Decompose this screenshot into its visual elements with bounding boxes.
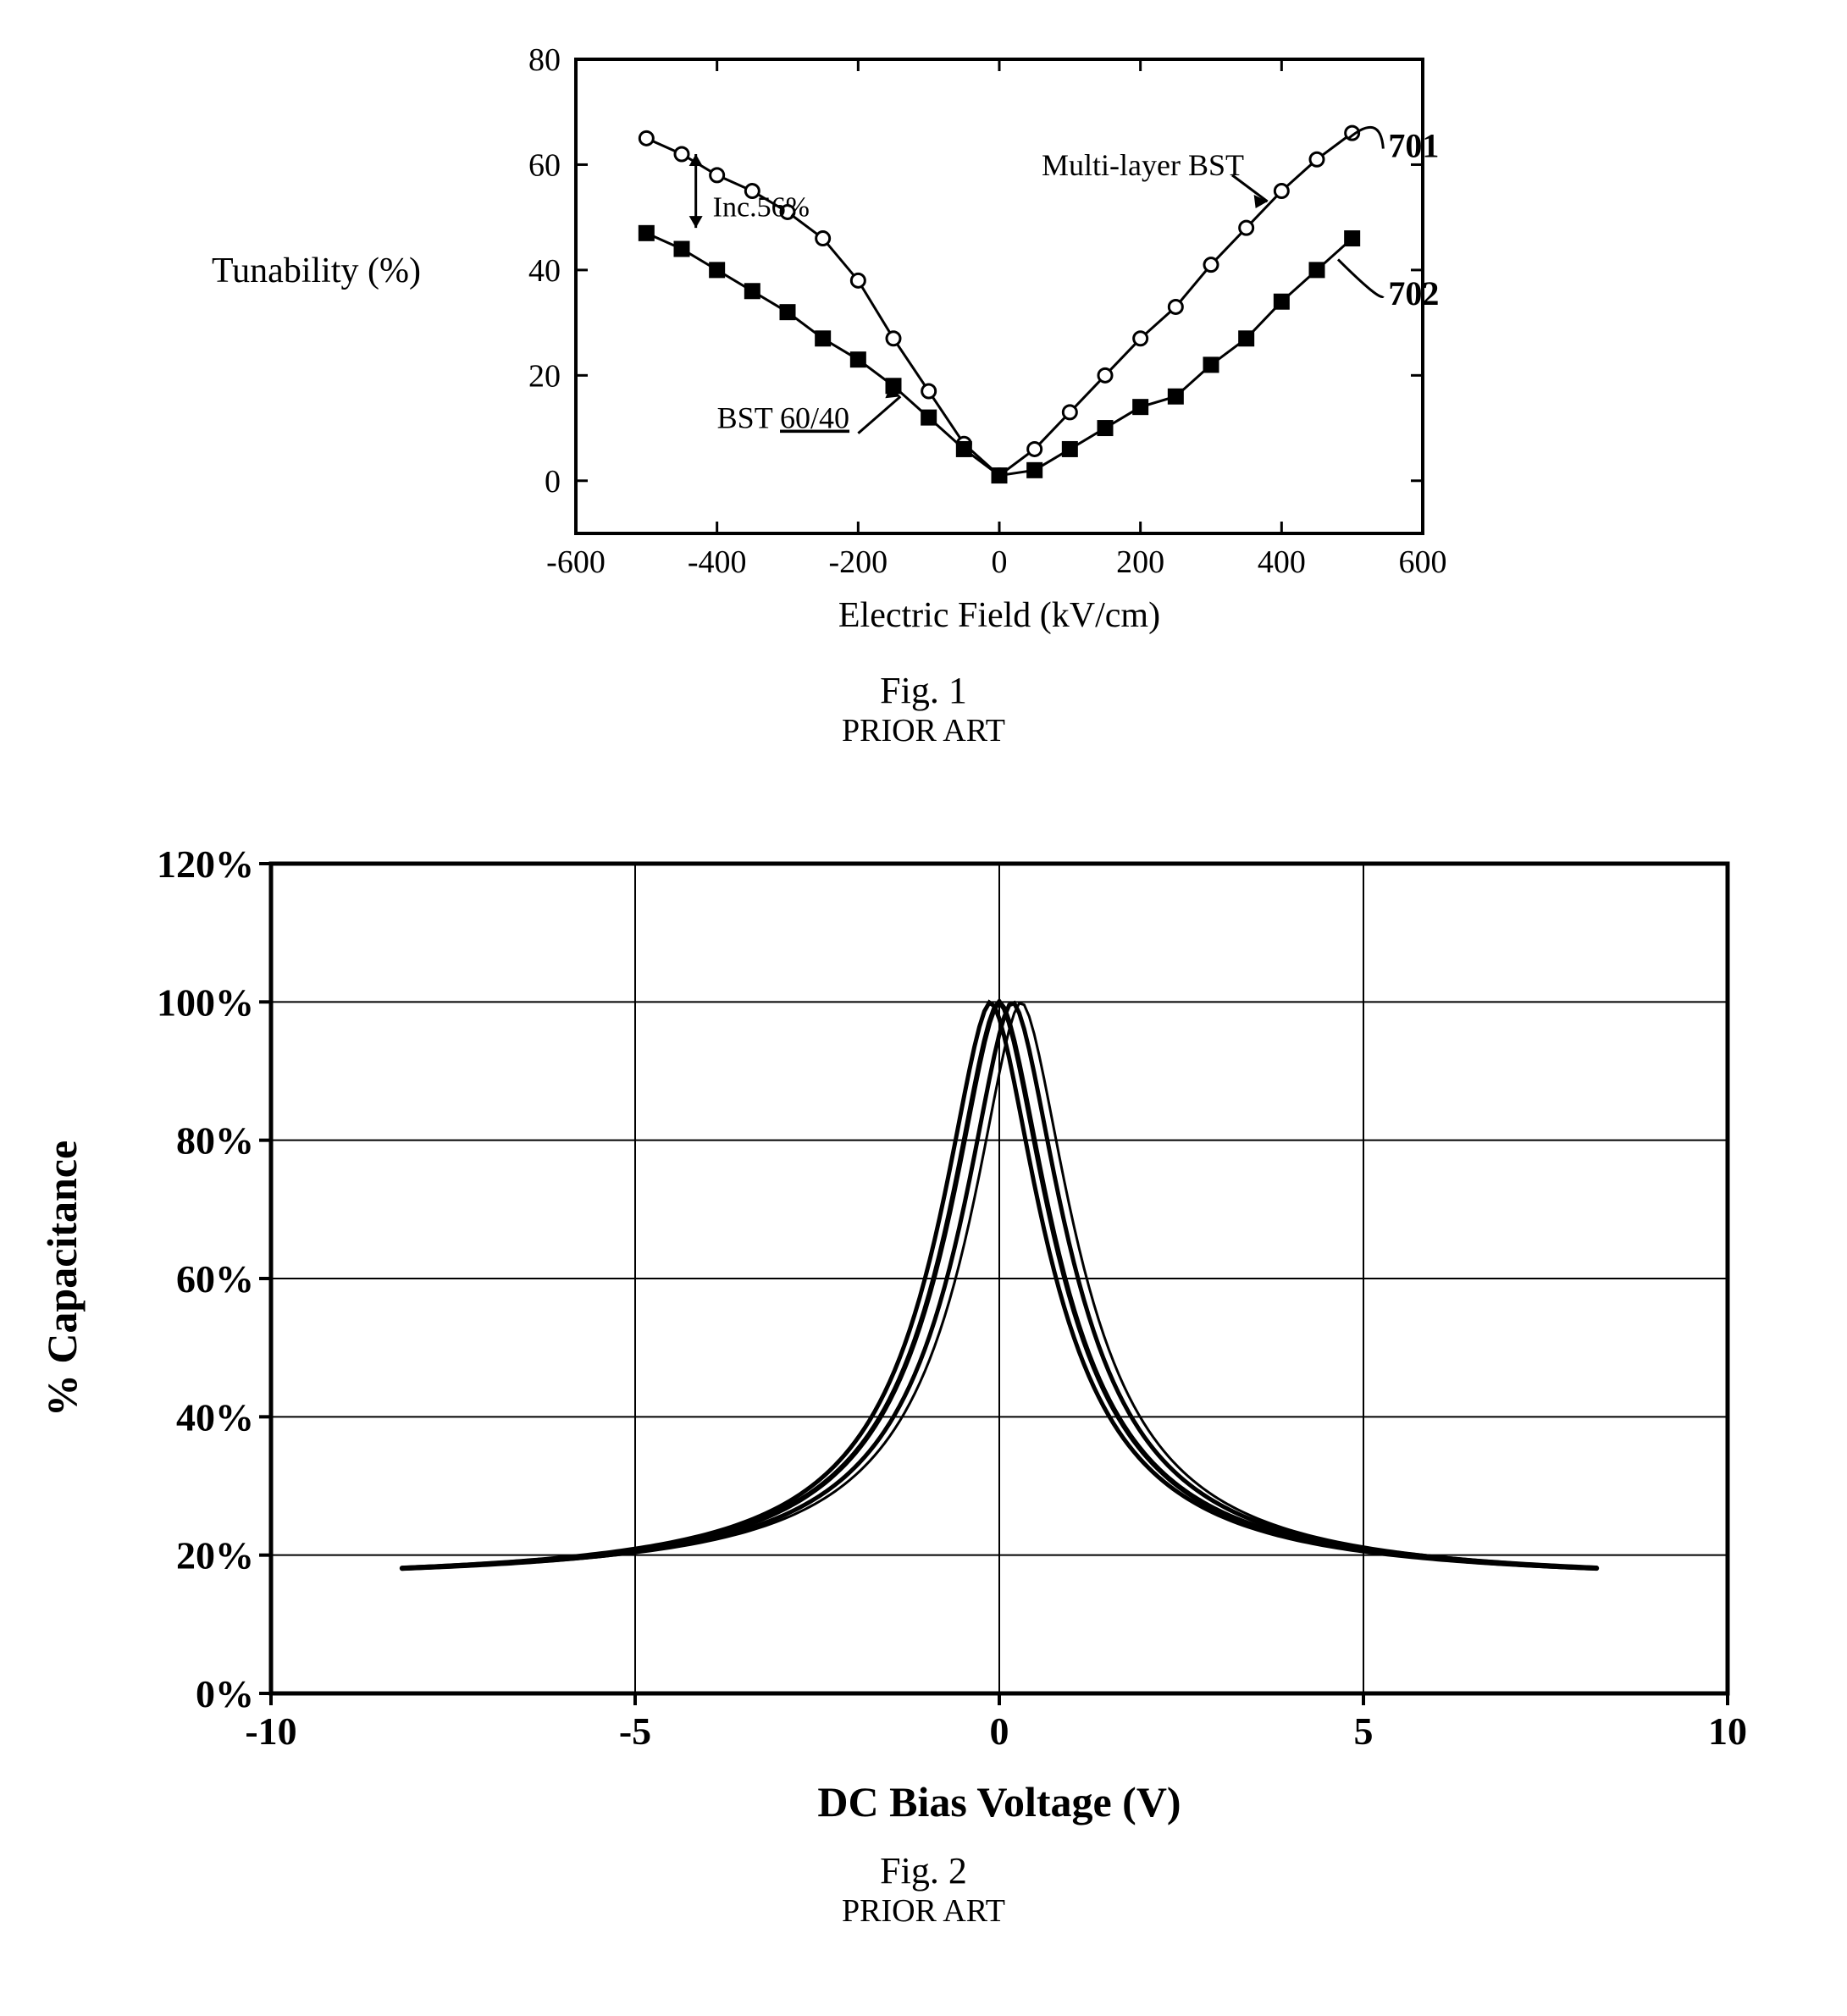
figure-2-chart: -10-505100%20%40%60%80%100%120%DC Bias V… [0,830,1847,1837]
svg-text:200: 200 [1116,544,1164,580]
figure-1-caption-line2: PRIOR ART [0,713,1847,750]
svg-text:702: 702 [1388,274,1439,312]
svg-text:Tunability (%): Tunability (%) [212,251,421,290]
svg-text:10: 10 [1708,1709,1747,1753]
svg-text:0: 0 [992,544,1008,580]
page: -600 -400 -200 0 200 400 600 0 20 40 60 80 Electric … [0,0,1847,2016]
svg-text:DC Bias Voltage (V): DC Bias Voltage (V) [817,1778,1181,1825]
svg-text:Inc.56%: Inc.56% [713,192,810,224]
figure-1-caption-line1: Fig. 1 [0,670,1847,713]
svg-text:120%: 120% [157,842,254,886]
svg-text:60: 60 [528,147,561,183]
svg-text:-600: -600 [546,544,606,580]
svg-text:20%: 20% [176,1534,254,1577]
figure-2-caption-line1: Fig. 2 [0,1850,1847,1893]
svg-text:80%: 80% [176,1119,254,1163]
figure-2-caption-line2: PRIOR ART [0,1893,1847,1930]
svg-text:80: 80 [528,42,561,78]
svg-text:0: 0 [990,1709,1009,1753]
svg-text:BST 60/40: BST 60/40 [717,401,849,435]
svg-text:701: 701 [1388,127,1439,165]
svg-text:5: 5 [1354,1709,1374,1753]
svg-text:40: 40 [528,253,561,289]
svg-text:-200: -200 [829,544,888,580]
figure-1-caption: Fig. 1 PRIOR ART [0,670,1847,749]
svg-text:-10: -10 [245,1709,296,1753]
svg-text:60%: 60% [176,1257,254,1301]
svg-text:-5: -5 [619,1709,651,1753]
svg-text:20: 20 [528,358,561,394]
figure-1-container: -600 -400 -200 0 200 400 600 0 20 40 60 80 Electric … [0,17,1847,749]
svg-text:-400: -400 [688,544,747,580]
figure-1-chart: -600 -400 -200 0 200 400 600 0 20 40 60 80 Electric … [0,17,1847,660]
svg-text:600: 600 [1399,544,1447,580]
svg-text:100%: 100% [157,980,254,1024]
svg-text:40%: 40% [176,1395,254,1439]
figure-2-container: -10-505100%20%40%60%80%100%120%DC Bias V… [0,830,1847,1930]
svg-text:400: 400 [1258,544,1306,580]
svg-text:0%: 0% [196,1672,254,1715]
figure-2-caption: Fig. 2 PRIOR ART [0,1850,1847,1930]
svg-text:Electric Field (kV/cm): Electric Field (kV/cm) [838,596,1160,635]
svg-text:Multi-layer BST: Multi-layer BST [1042,148,1244,182]
svg-text:0: 0 [545,464,561,500]
svg-text:% Capacitance: % Capacitance [38,1141,86,1417]
